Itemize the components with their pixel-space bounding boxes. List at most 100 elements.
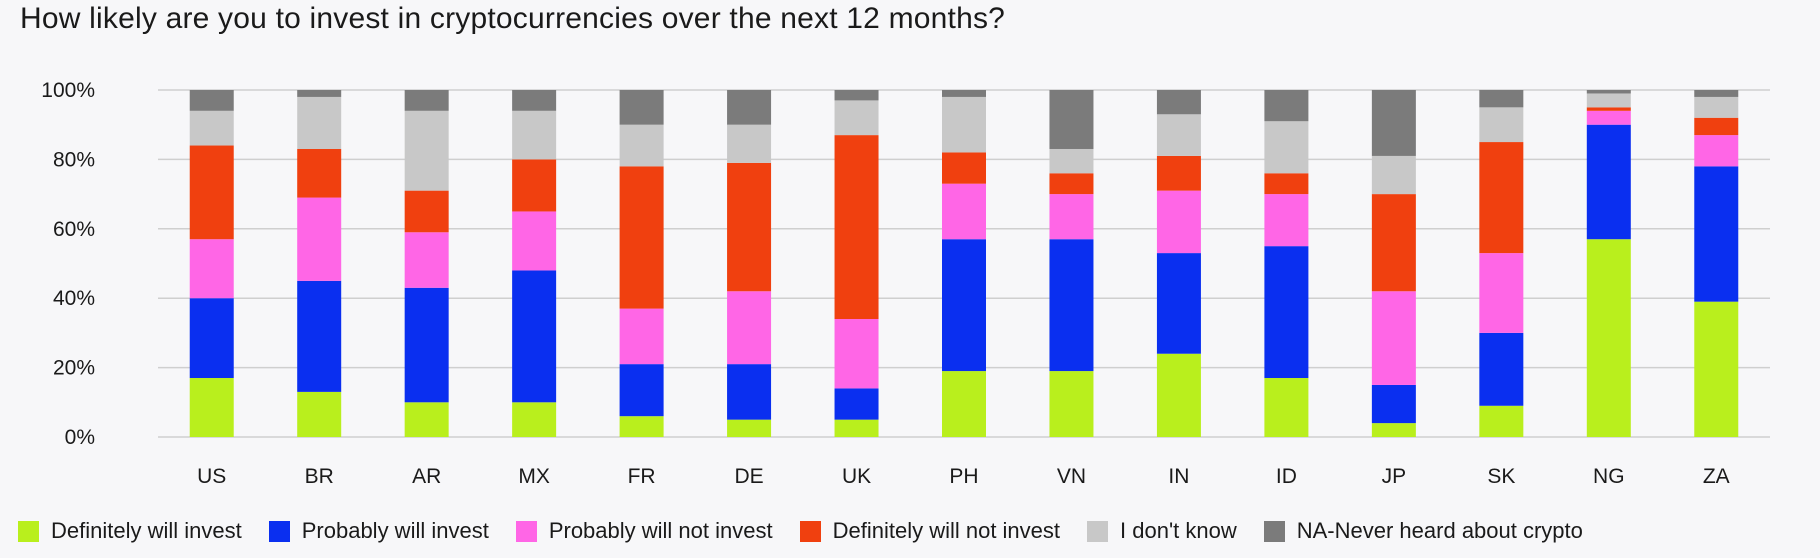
- bar-segment-id-2: [1264, 194, 1309, 247]
- bar-segment-id-3: [1264, 173, 1309, 195]
- bar-segment-us-5: [189, 90, 234, 111]
- bar-stack-sk: [1479, 90, 1524, 437]
- legend-swatch: [268, 520, 290, 542]
- bar-segment-ng-1: [1586, 124, 1631, 240]
- y-tick-label: 40%: [53, 287, 95, 310]
- bar-segment-sk-1: [1479, 332, 1524, 406]
- x-tick-label: FR: [628, 465, 656, 488]
- x-tick-label: NG: [1593, 465, 1625, 488]
- bar-stack-ph: [942, 90, 986, 437]
- x-tick-label: PH: [949, 465, 978, 488]
- bar-segment-ng-3: [1586, 107, 1631, 111]
- bar-segment-za-3: [1694, 117, 1739, 136]
- stacked-bar-chart: 0% 20% 40% 60% 80% 100% US BR AR MX FR DE UK PH VN IN I…: [41, 79, 1770, 488]
- legend-label: NA-Never heard about crypto: [1296, 518, 1583, 543]
- legend-label: Definitely will not invest: [832, 518, 1061, 543]
- legend: Definitely will invest Probably will inve…: [18, 518, 1583, 544]
- bar-segment-id-1: [1264, 246, 1309, 379]
- bar-stack-uk: [834, 90, 879, 437]
- bar-segment-us-0: [189, 378, 234, 437]
- bar-segment-mx-3: [512, 159, 557, 212]
- x-tick-label: UK: [842, 465, 871, 488]
- bar-stack-ng: [1586, 90, 1631, 437]
- bar-segment-uk-3: [834, 135, 879, 320]
- legend-swatch: [1087, 520, 1109, 542]
- bar-segment-vn-2: [1049, 194, 1094, 240]
- bar-segment-jp-4: [1371, 155, 1416, 195]
- bar-segment-uk-2: [834, 319, 879, 389]
- y-tick-label: 80%: [53, 148, 95, 171]
- legend-item: Definitely will invest: [18, 518, 242, 544]
- bar-segment-za-1: [1694, 166, 1739, 302]
- legend-item: Definitely will not invest: [799, 518, 1061, 544]
- bar-segment-ph-2: [942, 183, 986, 240]
- bar-segment-fr-0: [619, 416, 664, 437]
- bar-segment-uk-4: [834, 100, 879, 136]
- legend-label: I don't know: [1120, 518, 1237, 543]
- legend-item: NA-Never heard about crypto: [1263, 518, 1583, 544]
- bar-segment-sk-5: [1479, 90, 1524, 108]
- bar-segment-ph-1: [942, 239, 986, 372]
- bar-segment-ph-3: [942, 152, 986, 184]
- bar-segment-mx-2: [512, 211, 557, 271]
- bar-segment-za-4: [1694, 96, 1739, 118]
- bar-segment-de-0: [727, 419, 772, 437]
- bar-segment-vn-4: [1049, 148, 1094, 174]
- bar-stack-za: [1694, 90, 1739, 437]
- bar-segment-ar-0: [404, 402, 449, 437]
- legend-swatch: [1263, 520, 1285, 542]
- bar-segment-in-4: [1156, 114, 1201, 156]
- bar-segment-za-5: [1694, 90, 1739, 97]
- bar-segment-sk-2: [1479, 253, 1524, 333]
- bar-segment-ng-4: [1586, 93, 1631, 108]
- bar-segment-mx-4: [512, 110, 557, 160]
- bar-segment-mx-1: [512, 270, 557, 403]
- bar-segment-jp-0: [1371, 423, 1416, 437]
- legend-item: Probably will not invest: [515, 518, 773, 544]
- bar-segment-ng-5: [1586, 90, 1631, 94]
- bar-segment-ar-5: [404, 90, 449, 111]
- bar-segment-us-3: [189, 145, 234, 240]
- bar-stack-id: [1264, 90, 1309, 437]
- bar-segment-ar-1: [404, 287, 449, 403]
- bar-segment-ph-4: [942, 96, 986, 153]
- bar-segment-sk-0: [1479, 405, 1524, 437]
- legend-swatch: [515, 520, 537, 542]
- bar-stack-vn: [1049, 90, 1094, 437]
- legend-swatch: [799, 520, 821, 542]
- bar-segment-ng-0: [1586, 239, 1631, 437]
- bar-segment-jp-5: [1371, 90, 1416, 156]
- bar-segment-br-0: [297, 391, 342, 437]
- x-tick-label: SK: [1487, 465, 1515, 488]
- x-tick-label: ID: [1276, 465, 1297, 488]
- y-tick-label: 100%: [41, 79, 95, 102]
- x-tick-label: IN: [1168, 465, 1189, 488]
- bar-segment-id-0: [1264, 378, 1309, 437]
- bar-segment-ph-0: [942, 371, 986, 437]
- x-tick-label: AR: [412, 465, 441, 488]
- bar-stack-in: [1156, 90, 1201, 437]
- bar-segment-fr-1: [619, 364, 664, 417]
- y-tick-label: 20%: [53, 357, 95, 380]
- y-tick-label: 60%: [53, 218, 95, 241]
- bar-stack-de: [727, 90, 772, 437]
- bar-segment-uk-1: [834, 388, 879, 420]
- legend-label: Probably will not invest: [548, 518, 773, 543]
- bar-segment-uk-5: [834, 90, 879, 101]
- bar-segment-jp-2: [1371, 291, 1416, 385]
- y-tick-label: 0%: [65, 426, 95, 449]
- bar-segment-in-1: [1156, 253, 1201, 354]
- bar-segment-in-2: [1156, 190, 1201, 254]
- bar-segment-vn-5: [1049, 90, 1094, 149]
- y-axis-ticks: 0% 20% 40% 60% 80% 100%: [41, 79, 95, 449]
- bar-segment-de-5: [727, 90, 772, 125]
- bar-segment-vn-1: [1049, 239, 1094, 372]
- bar-segment-us-2: [189, 239, 234, 299]
- bar-segment-us-1: [189, 298, 234, 379]
- x-axis-ticks: US BR AR MX FR DE UK PH VN IN ID JP SK NG ZA: [197, 465, 1730, 488]
- bar-segment-vn-3: [1049, 173, 1094, 195]
- bar-segment-za-2: [1694, 135, 1739, 167]
- bar-segment-mx-0: [512, 402, 557, 437]
- legend-label: Probably will invest: [301, 518, 489, 543]
- bar-segment-de-1: [727, 364, 772, 420]
